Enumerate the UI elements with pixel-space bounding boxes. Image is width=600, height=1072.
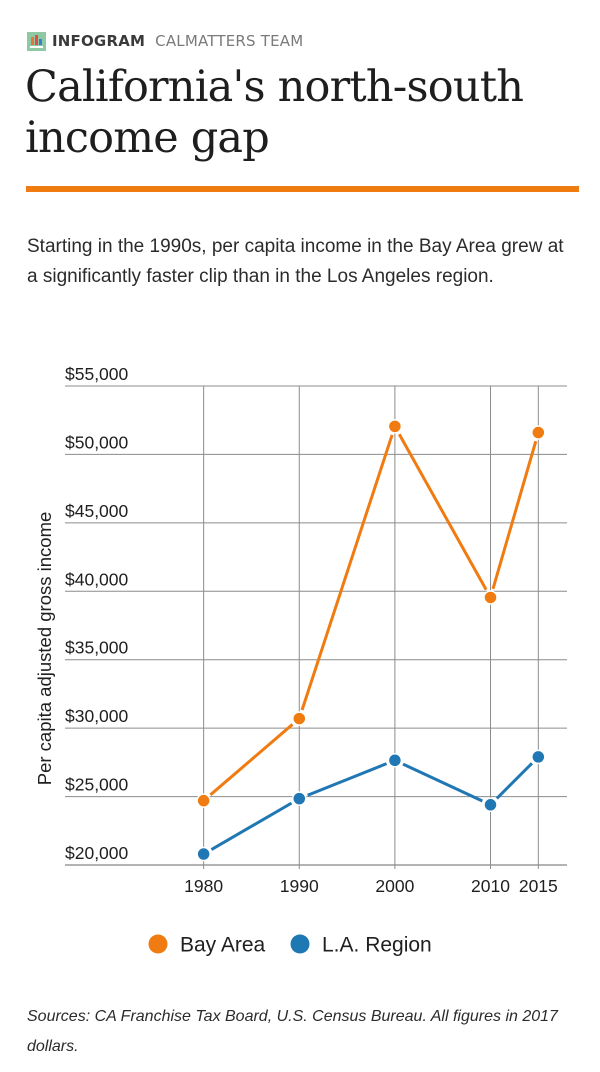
series-line-segment [402, 762, 483, 803]
legend: Bay Area L.A. Region [148, 934, 432, 957]
brand-bar: INFOGRAM CALMATTERS TEAM [27, 30, 303, 52]
legend-item[interactable]: L.A. Region [290, 934, 432, 957]
line-chart: $20,000 $25,000 $30,000 $35,000 $40,000 $45,0… [0, 340, 600, 980]
x-tick-label: 2010 [471, 876, 510, 896]
y-tick-label: $45,000 [65, 501, 129, 521]
infogram-logo-icon[interactable] [27, 31, 46, 51]
series-l-a-region [196, 749, 546, 862]
x-axis-ticks: 1980 1990 2000 2010 2015 [184, 876, 558, 896]
title-divider [26, 186, 579, 192]
x-tick-label: 1990 [280, 876, 319, 896]
data-point[interactable] [387, 419, 403, 434]
series-line-segment [397, 433, 488, 591]
legend-label: L.A. Region [322, 934, 432, 957]
y-tick-label: $40,000 [65, 569, 129, 589]
series-line-segment [307, 762, 388, 797]
y-tick-label: $25,000 [65, 775, 129, 795]
page-title: California's north-south income gap [25, 62, 524, 163]
data-point[interactable] [292, 791, 307, 806]
brand-name[interactable]: INFOGRAM [52, 32, 146, 50]
data-point[interactable] [531, 425, 546, 440]
legend-marker-icon [148, 934, 168, 954]
grid-layer [65, 385, 567, 869]
series-line-segment [209, 723, 294, 796]
y-tick-label: $20,000 [65, 843, 129, 863]
legend-item[interactable]: Bay Area [148, 934, 266, 957]
chart-description: Starting in the 1990s, per capita income… [27, 236, 564, 287]
x-tick-label: 1980 [184, 876, 223, 896]
series-layer [196, 419, 546, 862]
x-tick-label: 2015 [519, 876, 558, 896]
x-tick-label: 2000 [375, 876, 414, 896]
legend-marker-icon [290, 934, 310, 954]
data-point[interactable] [387, 753, 403, 768]
data-point[interactable] [196, 846, 211, 862]
y-tick-label: $55,000 [65, 364, 129, 384]
y-axis-ticks: $20,000 $25,000 $30,000 $35,000 $40,000 $45,0… [65, 364, 129, 863]
source-note: Sources: CA Franchise Tax Board, U.S. Ce… [27, 1008, 558, 1055]
series-line-segment [300, 434, 394, 711]
series-line-segment [210, 801, 293, 851]
series-line-segment [491, 440, 538, 590]
data-point[interactable] [483, 797, 498, 813]
y-tick-label: $50,000 [65, 432, 129, 452]
series-bay-area [196, 419, 546, 808]
series-line-segment [495, 762, 534, 800]
data-point[interactable] [292, 711, 307, 726]
data-point[interactable] [483, 590, 498, 605]
data-point[interactable] [196, 793, 211, 808]
legend-label: Bay Area [180, 934, 266, 957]
team-name[interactable]: CALMATTERS TEAM [155, 32, 304, 50]
data-point[interactable] [531, 749, 546, 765]
chart-svg: $20,000 $25,000 $30,000 $35,000 $40,000 $45,0… [34, 364, 567, 957]
y-tick-label: $35,000 [65, 638, 129, 658]
y-axis-title: Per capita adjusted gross income [34, 512, 55, 786]
y-tick-label: $30,000 [65, 706, 129, 726]
